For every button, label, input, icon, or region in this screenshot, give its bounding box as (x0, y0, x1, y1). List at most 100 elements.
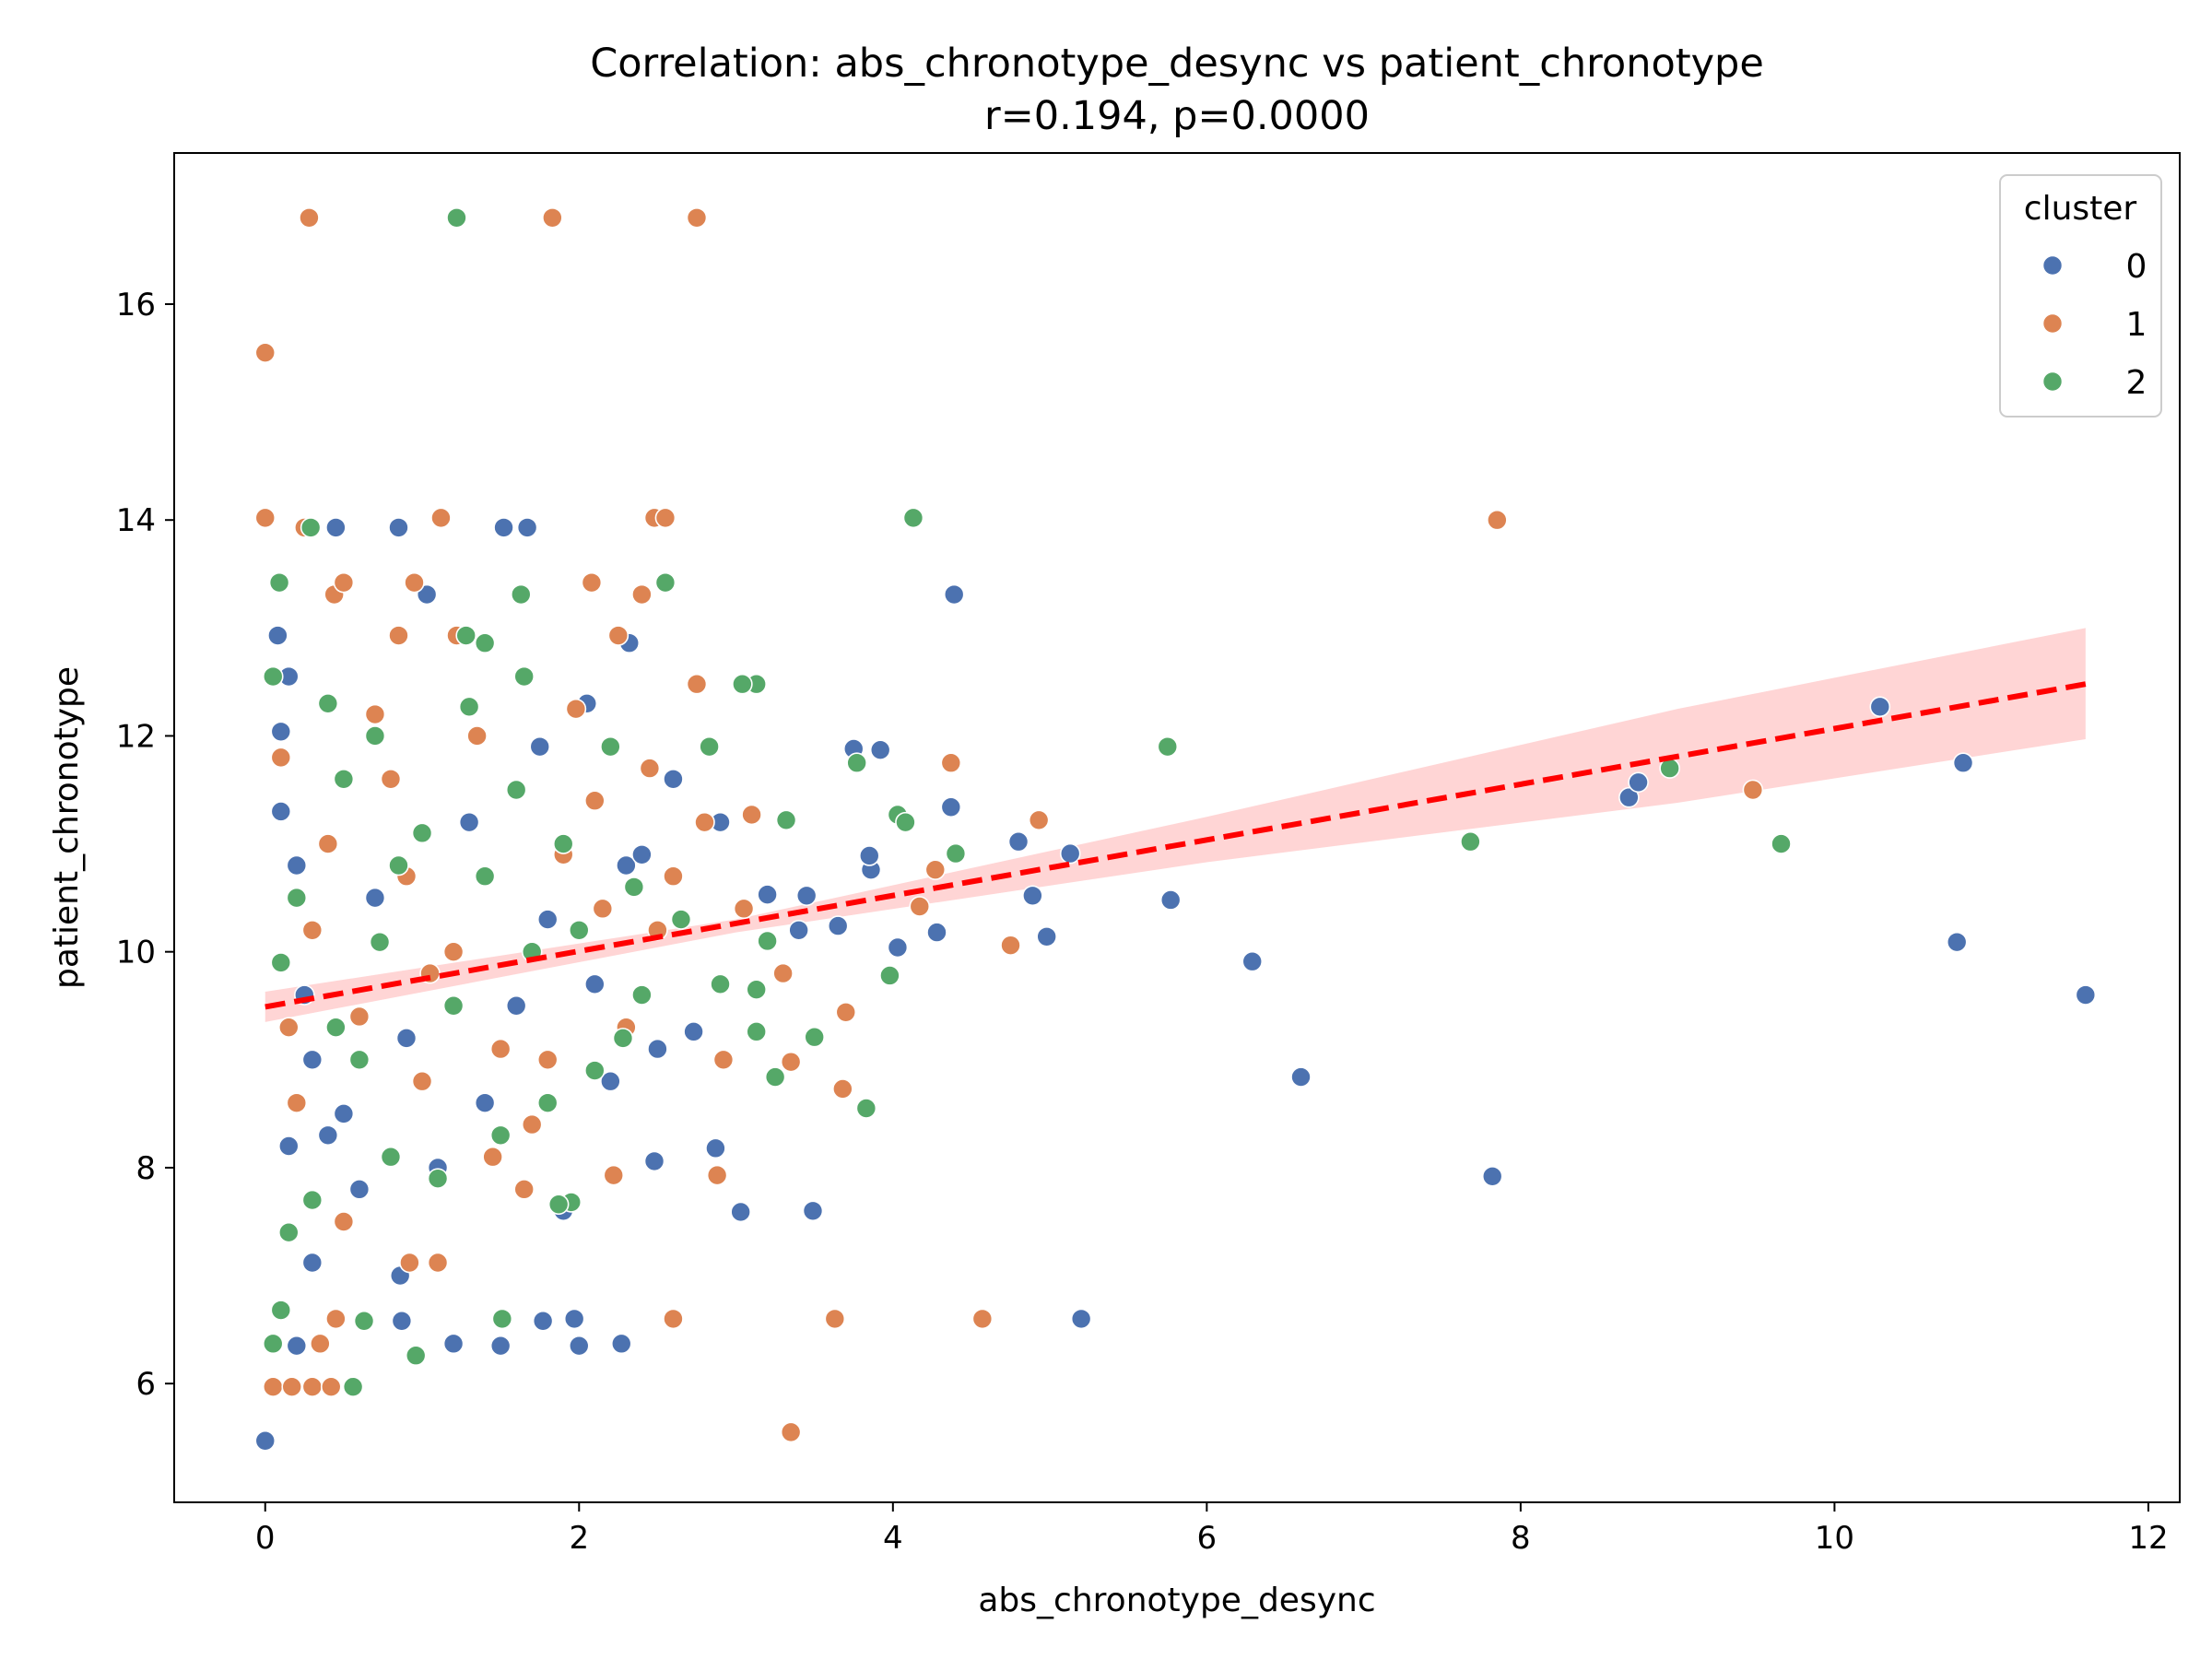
data-point-cluster-0 (926, 922, 947, 943)
data-point-cluster-1 (971, 1308, 994, 1330)
data-point-cluster-1 (427, 1252, 449, 1274)
legend-marker-cluster-0 (2041, 254, 2064, 276)
legend: cluster 0 1 2 (1999, 174, 2162, 418)
data-point-cluster-1 (1487, 509, 1508, 531)
data-point-cluster-1 (824, 1308, 846, 1330)
data-point-cluster-2 (446, 206, 467, 229)
data-point-cluster-2 (757, 930, 778, 952)
data-point-cluster-1 (639, 758, 661, 779)
data-point-cluster-1 (1000, 935, 1021, 956)
data-point-cluster-2 (654, 571, 677, 594)
x-tick-label: 12 (2128, 1520, 2168, 1557)
data-point-cluster-2 (262, 665, 284, 688)
data-point-cluster-0 (802, 1200, 824, 1222)
data-point-cluster-0 (2075, 984, 2097, 1006)
data-point-cluster-2 (317, 693, 339, 714)
data-point-cluster-1 (521, 1113, 543, 1135)
data-point-cluster-0 (705, 1137, 726, 1159)
data-point-cluster-0 (730, 1201, 751, 1223)
regression-line (265, 681, 2087, 1010)
x-tick-label: 10 (1815, 1520, 1854, 1557)
data-point-cluster-2 (1460, 830, 1481, 853)
data-point-cluster-2 (1157, 735, 1179, 758)
data-point-cluster-0 (1022, 885, 1043, 907)
data-point-cluster-2 (895, 811, 916, 833)
data-point-cluster-2 (1771, 833, 1792, 854)
data-point-cluster-1 (399, 1252, 420, 1274)
data-point-cluster-1 (333, 571, 355, 594)
data-point-cluster-2 (536, 1092, 559, 1113)
data-point-cluster-0 (1946, 931, 1968, 953)
data-point-cluster-1 (780, 1421, 802, 1443)
data-point-cluster-2 (458, 696, 480, 718)
data-point-cluster-0 (442, 1333, 465, 1355)
data-point-cluster-0 (286, 854, 308, 877)
data-point-cluster-2 (369, 931, 391, 953)
data-point-cluster-1 (1028, 809, 1050, 831)
legend-marker-cluster-1 (2041, 312, 2064, 335)
data-point-cluster-0 (663, 768, 684, 790)
data-point-cluster-1 (262, 1376, 284, 1397)
data-point-cluster-1 (592, 898, 614, 920)
data-point-cluster-0 (568, 1335, 590, 1357)
y-axis: 6 8 10 12 14 16 (116, 287, 174, 1403)
y-tick-label: 6 (135, 1366, 156, 1403)
data-point-cluster-0 (333, 1103, 355, 1124)
data-point-cluster-0 (395, 1028, 418, 1049)
data-point-cluster-2 (804, 1026, 825, 1048)
data-point-cluster-0 (887, 936, 909, 959)
data-point-cluster-2 (427, 1168, 449, 1189)
data-point-cluster-2 (474, 632, 496, 654)
data-point-cluster-1 (404, 571, 425, 594)
data-point-cluster-2 (732, 673, 753, 695)
legend-label-cluster-0: 0 (2126, 248, 2147, 286)
data-point-cluster-0 (795, 885, 818, 907)
data-point-cluster-1 (741, 804, 762, 826)
data-point-cluster-1 (733, 898, 755, 920)
data-point-cluster-2 (505, 779, 527, 801)
data-point-cluster-2 (879, 965, 900, 986)
data-point-cluster-1 (536, 1049, 559, 1071)
data-point-cluster-1 (380, 768, 402, 790)
data-point-cluster-0 (493, 517, 514, 538)
data-point-cluster-2 (325, 1017, 347, 1038)
data-point-cluster-0 (788, 919, 809, 941)
data-point-cluster-0 (1869, 696, 1891, 718)
data-point-cluster-2 (348, 1049, 371, 1071)
data-point-cluster-2 (277, 1221, 300, 1243)
data-point-cluster-0 (610, 1333, 632, 1355)
data-point-cluster-2 (489, 1124, 512, 1147)
legend-label-cluster-2: 2 (2126, 364, 2147, 402)
data-point-cluster-2 (746, 979, 767, 1000)
data-point-cluster-0 (416, 583, 438, 606)
data-point-cluster-2 (353, 1310, 375, 1332)
data-point-cluster-1 (281, 1376, 302, 1397)
y-tick-label: 12 (116, 718, 156, 755)
data-point-cluster-2 (364, 725, 386, 747)
y-tick-label: 8 (135, 1150, 156, 1187)
y-tick-label: 16 (116, 287, 156, 324)
data-point-cluster-1 (654, 507, 677, 529)
data-point-cluster-1 (1742, 779, 1764, 801)
data-point-cluster-2 (286, 887, 308, 909)
data-point-cluster-1 (686, 673, 708, 695)
data-point-cluster-1 (277, 1017, 300, 1038)
data-point-cluster-1 (301, 919, 324, 941)
data-point-cluster-0 (391, 1310, 413, 1332)
data-point-cluster-2 (474, 865, 496, 888)
data-point-cluster-0 (301, 1049, 324, 1071)
y-tick-label: 14 (116, 502, 156, 539)
data-point-cluster-2 (699, 735, 720, 758)
data-point-cluster-1 (466, 725, 488, 747)
data-point-cluster-2 (513, 665, 535, 688)
data-point-cluster-1 (254, 342, 276, 363)
data-point-cluster-0 (388, 517, 409, 538)
data-point-cluster-2 (552, 833, 574, 854)
data-point-cluster-2 (855, 1098, 877, 1119)
data-point-cluster-2 (268, 571, 290, 594)
data-point-cluster-0 (267, 625, 288, 646)
legend-label-cluster-1: 1 (2126, 306, 2147, 344)
data-point-cluster-2 (670, 909, 692, 930)
data-point-cluster-0 (1036, 925, 1057, 947)
data-point-cluster-2 (547, 1194, 570, 1216)
